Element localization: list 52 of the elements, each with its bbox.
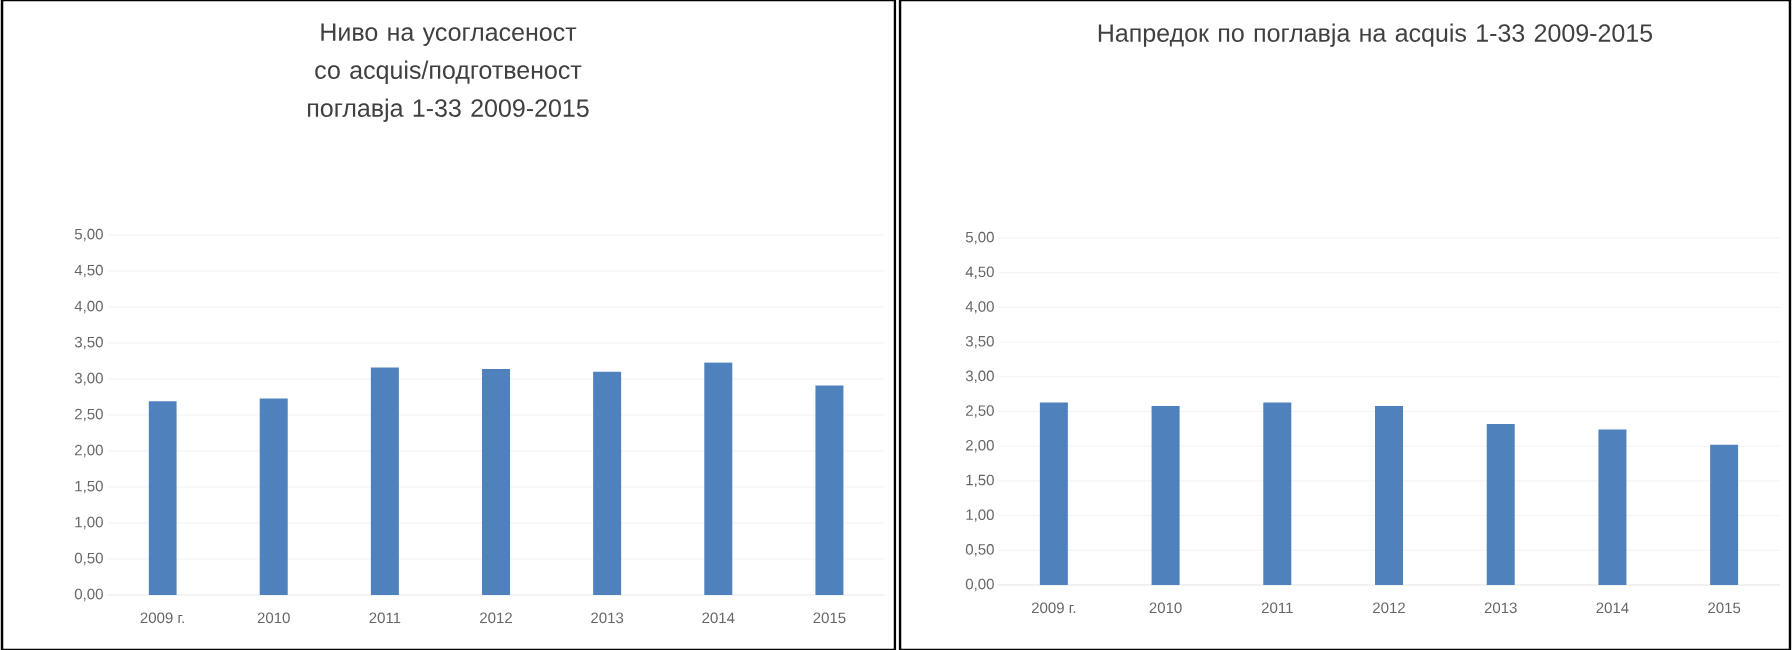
y-tick-label: 2,00 bbox=[75, 444, 103, 458]
y-tick-label: 1,50 bbox=[75, 480, 103, 494]
bar bbox=[593, 371, 622, 595]
x-tick-label: 2013 bbox=[1484, 602, 1517, 614]
chart-title: Напредок по поглавја на acquis 1-33 2009-2015 bbox=[1098, 23, 1653, 47]
bar bbox=[815, 385, 844, 595]
y-tick-label: 3,50 bbox=[74, 336, 103, 350]
bar bbox=[1375, 405, 1404, 585]
y-tick-label: 2,00 bbox=[966, 439, 994, 453]
y-tick-label: 0,00 bbox=[965, 578, 994, 592]
y-tick-label: 0,00 bbox=[74, 588, 103, 602]
bar bbox=[482, 368, 511, 595]
x-tick-label: 2012 bbox=[480, 612, 512, 624]
bar bbox=[1598, 429, 1627, 585]
y-tick-label: 4,50 bbox=[74, 264, 103, 278]
x-tick-label: 2011 bbox=[369, 612, 401, 624]
bar bbox=[1151, 405, 1180, 585]
y-tick-label: 4,00 bbox=[74, 300, 103, 314]
y-tick-label: 2,50 bbox=[966, 405, 994, 418]
y-tick-label: 3,50 bbox=[965, 335, 994, 349]
y-tick-label: 3,00 bbox=[74, 372, 103, 386]
x-tick-label: 2011 bbox=[1261, 602, 1293, 614]
y-tick-label: 0,50 bbox=[74, 552, 103, 566]
bar bbox=[259, 398, 288, 595]
y-tick-label: 5,00 bbox=[74, 228, 103, 242]
x-tick-label: 2013 bbox=[591, 612, 624, 624]
y-tick-label: 3,00 bbox=[965, 370, 994, 383]
x-tick-label: 2012 bbox=[1373, 602, 1405, 614]
x-tick-label: 2014 bbox=[1596, 602, 1629, 614]
x-tick-label: 2010 bbox=[257, 612, 290, 624]
y-tick-label: 5,00 bbox=[965, 231, 994, 245]
y-tick-label: 1,00 bbox=[75, 516, 103, 530]
bar bbox=[370, 367, 399, 595]
y-tick-label: 2,50 bbox=[75, 408, 103, 422]
chart-title: Ниво на усогласеност со acquis/подготвеност поглавја 1-33 2009-2015 bbox=[308, 23, 589, 122]
bar bbox=[704, 362, 733, 595]
x-tick-label: 2015 bbox=[1708, 602, 1741, 614]
y-tick-label: 1,50 bbox=[966, 474, 994, 488]
y-tick-label: 1,00 bbox=[966, 509, 994, 522]
x-tick-label: 2010 bbox=[1149, 602, 1182, 614]
y-tick-label: 0,50 bbox=[965, 544, 994, 557]
y-tick-label: 4,50 bbox=[965, 266, 994, 279]
x-tick-label: 2015 bbox=[813, 612, 846, 624]
y-tick-label: 4,00 bbox=[965, 301, 994, 314]
x-tick-label: 2014 bbox=[702, 612, 735, 624]
bar bbox=[1263, 402, 1292, 585]
x-tick-label: 2009 г. bbox=[140, 612, 184, 624]
bar bbox=[1486, 423, 1515, 585]
bar bbox=[1039, 402, 1068, 585]
x-tick-label: 2009 г. bbox=[1031, 602, 1076, 614]
bar bbox=[148, 401, 177, 595]
bar bbox=[1710, 444, 1739, 585]
